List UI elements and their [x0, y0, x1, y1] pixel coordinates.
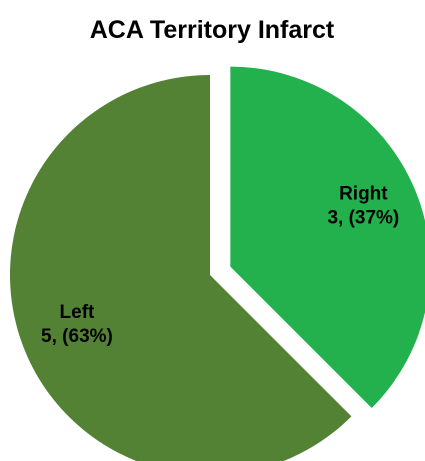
- slice-category-label: Right: [339, 183, 388, 204]
- pie-slice: [230, 66, 425, 409]
- pie-slice: [10, 75, 352, 461]
- slice-value-label: 5, (63%): [41, 326, 113, 347]
- slice-category-label: Left: [60, 302, 96, 323]
- slice-value-label: 3, (37%): [327, 207, 399, 228]
- chart-title: ACA Territory Infarct: [90, 16, 335, 44]
